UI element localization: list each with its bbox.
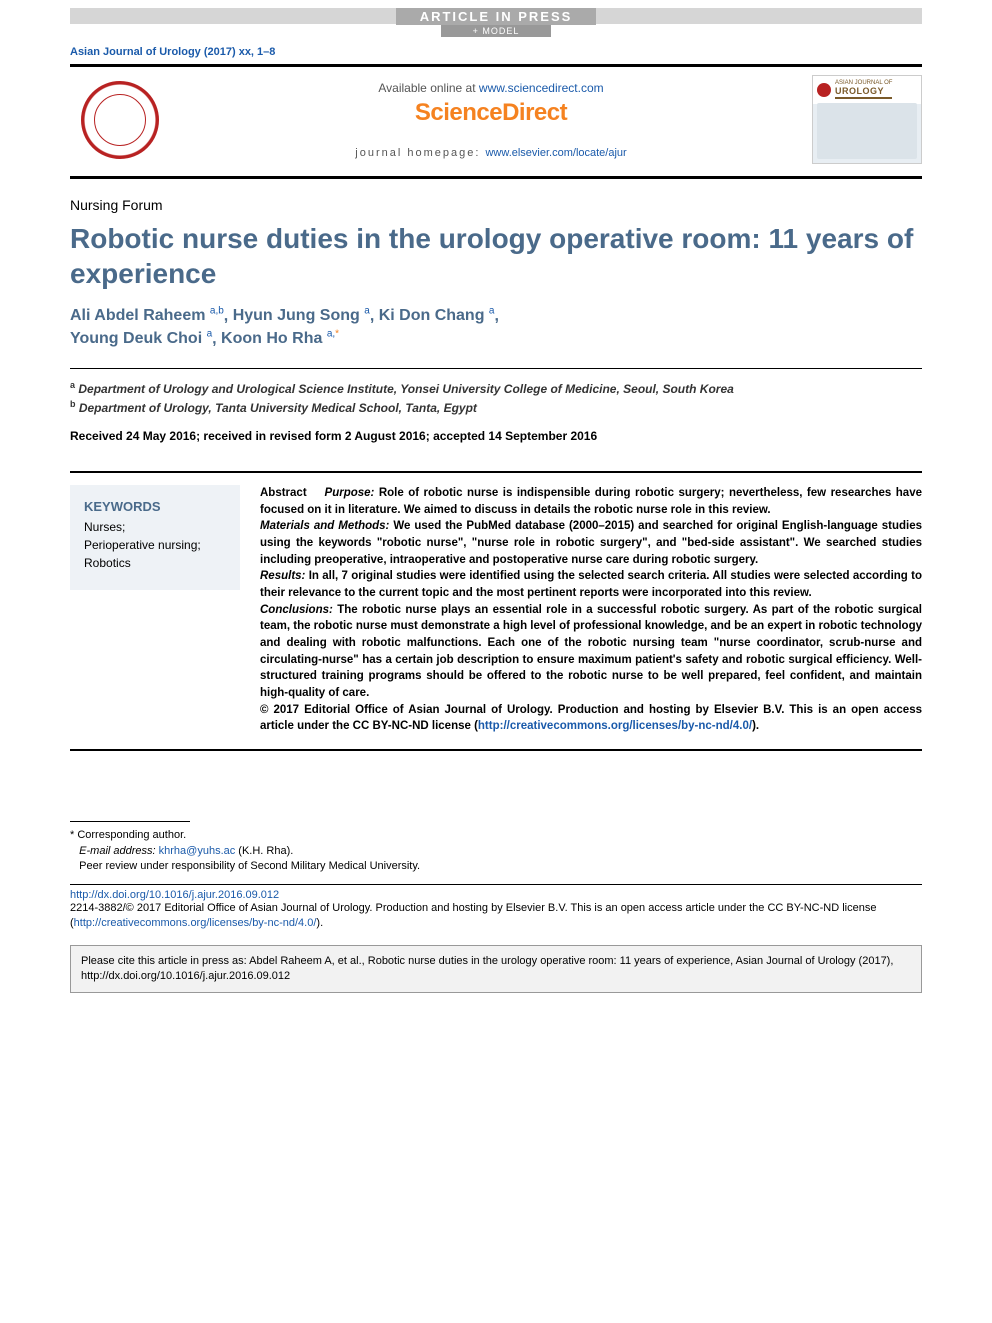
keyword-item: Nurses; <box>84 518 226 536</box>
journal-homepage-prefix: journal homepage: <box>355 147 485 159</box>
author: Koon Ho Rha a,*a,* <box>221 330 339 347</box>
abstract-conclusions-label: Conclusions: <box>260 604 333 616</box>
abstract-purpose-label: Purpose: <box>325 487 375 499</box>
keywords-box: KEYWORDS Nurses; Perioperative nursing; … <box>70 485 240 590</box>
abstract-rule-bottom <box>70 749 922 751</box>
footnote-rule <box>70 821 190 822</box>
abstract-methods-label: Materials and Methods: <box>260 520 389 532</box>
abstract: Abstract Purpose: Role of robotic nurse … <box>260 485 922 735</box>
abstract-copyright-close: ). <box>752 720 759 732</box>
masthead: Available online at www.sciencedirect.co… <box>0 67 992 174</box>
email-line: E-mail address: khrha@yuhs.ac (K.H. Rha)… <box>70 844 922 859</box>
masthead-center: Available online at www.sciencedirect.co… <box>182 75 800 164</box>
journal-reference: Asian Journal of Urology (2017) xx, 1–8 <box>0 43 992 62</box>
author: Ali Abdel Raheem a,b <box>70 307 224 324</box>
peer-review-note: Peer review under responsibility of Seco… <box>70 859 922 874</box>
affiliation: b Department of Urology, Tanta Universit… <box>70 398 922 417</box>
abstract-results-label: Results: <box>260 570 305 582</box>
doi-link[interactable]: http://dx.doi.org/10.1016/j.ajur.2016.09… <box>70 889 279 901</box>
author: Hyun Jung Song a <box>233 307 370 324</box>
corresponding-email-link[interactable]: khrha@yuhs.ac <box>159 845 236 857</box>
journal-homepage-text: journal homepage: www.elsevier.com/locat… <box>182 147 800 159</box>
cc-license-link[interactable]: http://creativecommons.org/licenses/by-n… <box>478 720 752 732</box>
sciencedirect-url[interactable]: www.sciencedirect.com <box>479 81 604 95</box>
article-type: Nursing Forum <box>0 179 992 219</box>
cover-map-graphic <box>817 103 917 159</box>
abstract-conclusions: The robotic nurse plays an essential rol… <box>260 604 922 699</box>
sciencedirect-logo[interactable]: ScienceDirect <box>182 99 800 127</box>
article-title: Robotic nurse duties in the urology oper… <box>0 219 992 301</box>
abstract-rule-top <box>70 471 922 473</box>
keyword-item: Perioperative nursing; <box>84 536 226 554</box>
model-label: + MODEL <box>441 25 551 37</box>
author-list: Ali Abdel Raheem a,b, Hyun Jung Song a, … <box>0 301 992 368</box>
footnotes: * Corresponding author. E-mail address: … <box>0 828 992 884</box>
society-logo-container <box>70 75 170 164</box>
article-history-dates: Received 24 May 2016; received in revise… <box>0 429 992 471</box>
keyword-item: Robotics <box>84 554 226 572</box>
cc-license-link-footer[interactable]: http://creativecommons.org/licenses/by-n… <box>74 917 317 929</box>
available-online-prefix: Available online at <box>378 81 479 95</box>
abstract-label: Abstract <box>260 487 307 499</box>
journal-homepage-link[interactable]: www.elsevier.com/locate/ajur <box>485 147 626 159</box>
author: Young Deuk Choi a <box>70 330 212 347</box>
keywords-heading: KEYWORDS <box>84 499 226 514</box>
corresponding-author-note: * Corresponding author. <box>70 828 922 843</box>
email-who: (K.H. Rha). <box>235 845 293 857</box>
cover-badge-icon <box>817 83 831 97</box>
issn-copyright: 2214-3882/© 2017 Editorial Office of Asi… <box>0 901 992 939</box>
cover-journal-line2: UROLOGY <box>835 86 892 99</box>
citation-box: Please cite this article in press as: Ab… <box>70 945 922 993</box>
available-online-text: Available online at www.sciencedirect.co… <box>182 81 800 95</box>
email-label: E-mail address: <box>79 845 158 857</box>
affiliations: a Department of Urology and Urological S… <box>0 369 992 429</box>
affiliation: a Department of Urology and Urological S… <box>70 379 922 398</box>
journal-cover: ASIAN JOURNAL OF UROLOGY <box>812 75 922 164</box>
author: Ki Don Chang a <box>379 307 495 324</box>
society-logo <box>81 81 159 159</box>
article-in-press-label: ARTICLE IN PRESS <box>396 8 596 25</box>
abstract-results: In all, 7 original studies were identifi… <box>260 570 922 599</box>
